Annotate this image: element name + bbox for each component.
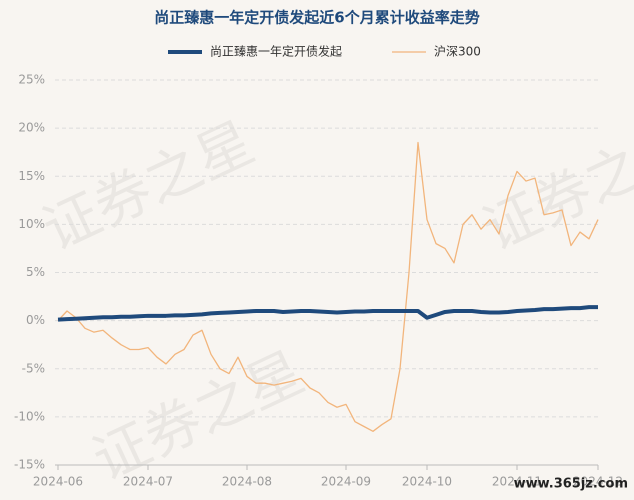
- x-tick-label: 2024-09: [321, 475, 371, 489]
- y-tick-label: 25%: [18, 73, 45, 87]
- x-tick-label: 2024-06: [33, 475, 83, 489]
- y-tick-label: 20%: [18, 121, 45, 135]
- legend-label: 尚正臻惠一年定开债发起: [210, 44, 342, 59]
- site-watermark: www.365jz.com: [514, 477, 628, 492]
- x-tick-label: 2024-08: [222, 475, 272, 489]
- y-tick-label: -5%: [22, 361, 45, 375]
- x-tick-label: 2024-10: [402, 475, 452, 489]
- y-tick-label: 0%: [26, 313, 45, 327]
- y-tick-label: 10%: [18, 217, 45, 231]
- series-line: [57, 141, 599, 432]
- x-tick-label: 2024-07: [123, 475, 173, 489]
- chart-title: 尚正臻惠一年定开债发起近6个月累计收益率走势: [154, 9, 479, 27]
- y-tick-label: -10%: [14, 409, 45, 423]
- y-tick-label: 5%: [26, 265, 45, 279]
- x-tick-label: 2024-12: [573, 475, 623, 489]
- y-tick-label: -15%: [14, 458, 45, 472]
- x-tick-label: 2024-11: [492, 475, 542, 489]
- y-tick-label: 15%: [18, 169, 45, 183]
- legend-label: 沪深300: [434, 45, 481, 59]
- series-line: [57, 305, 598, 322]
